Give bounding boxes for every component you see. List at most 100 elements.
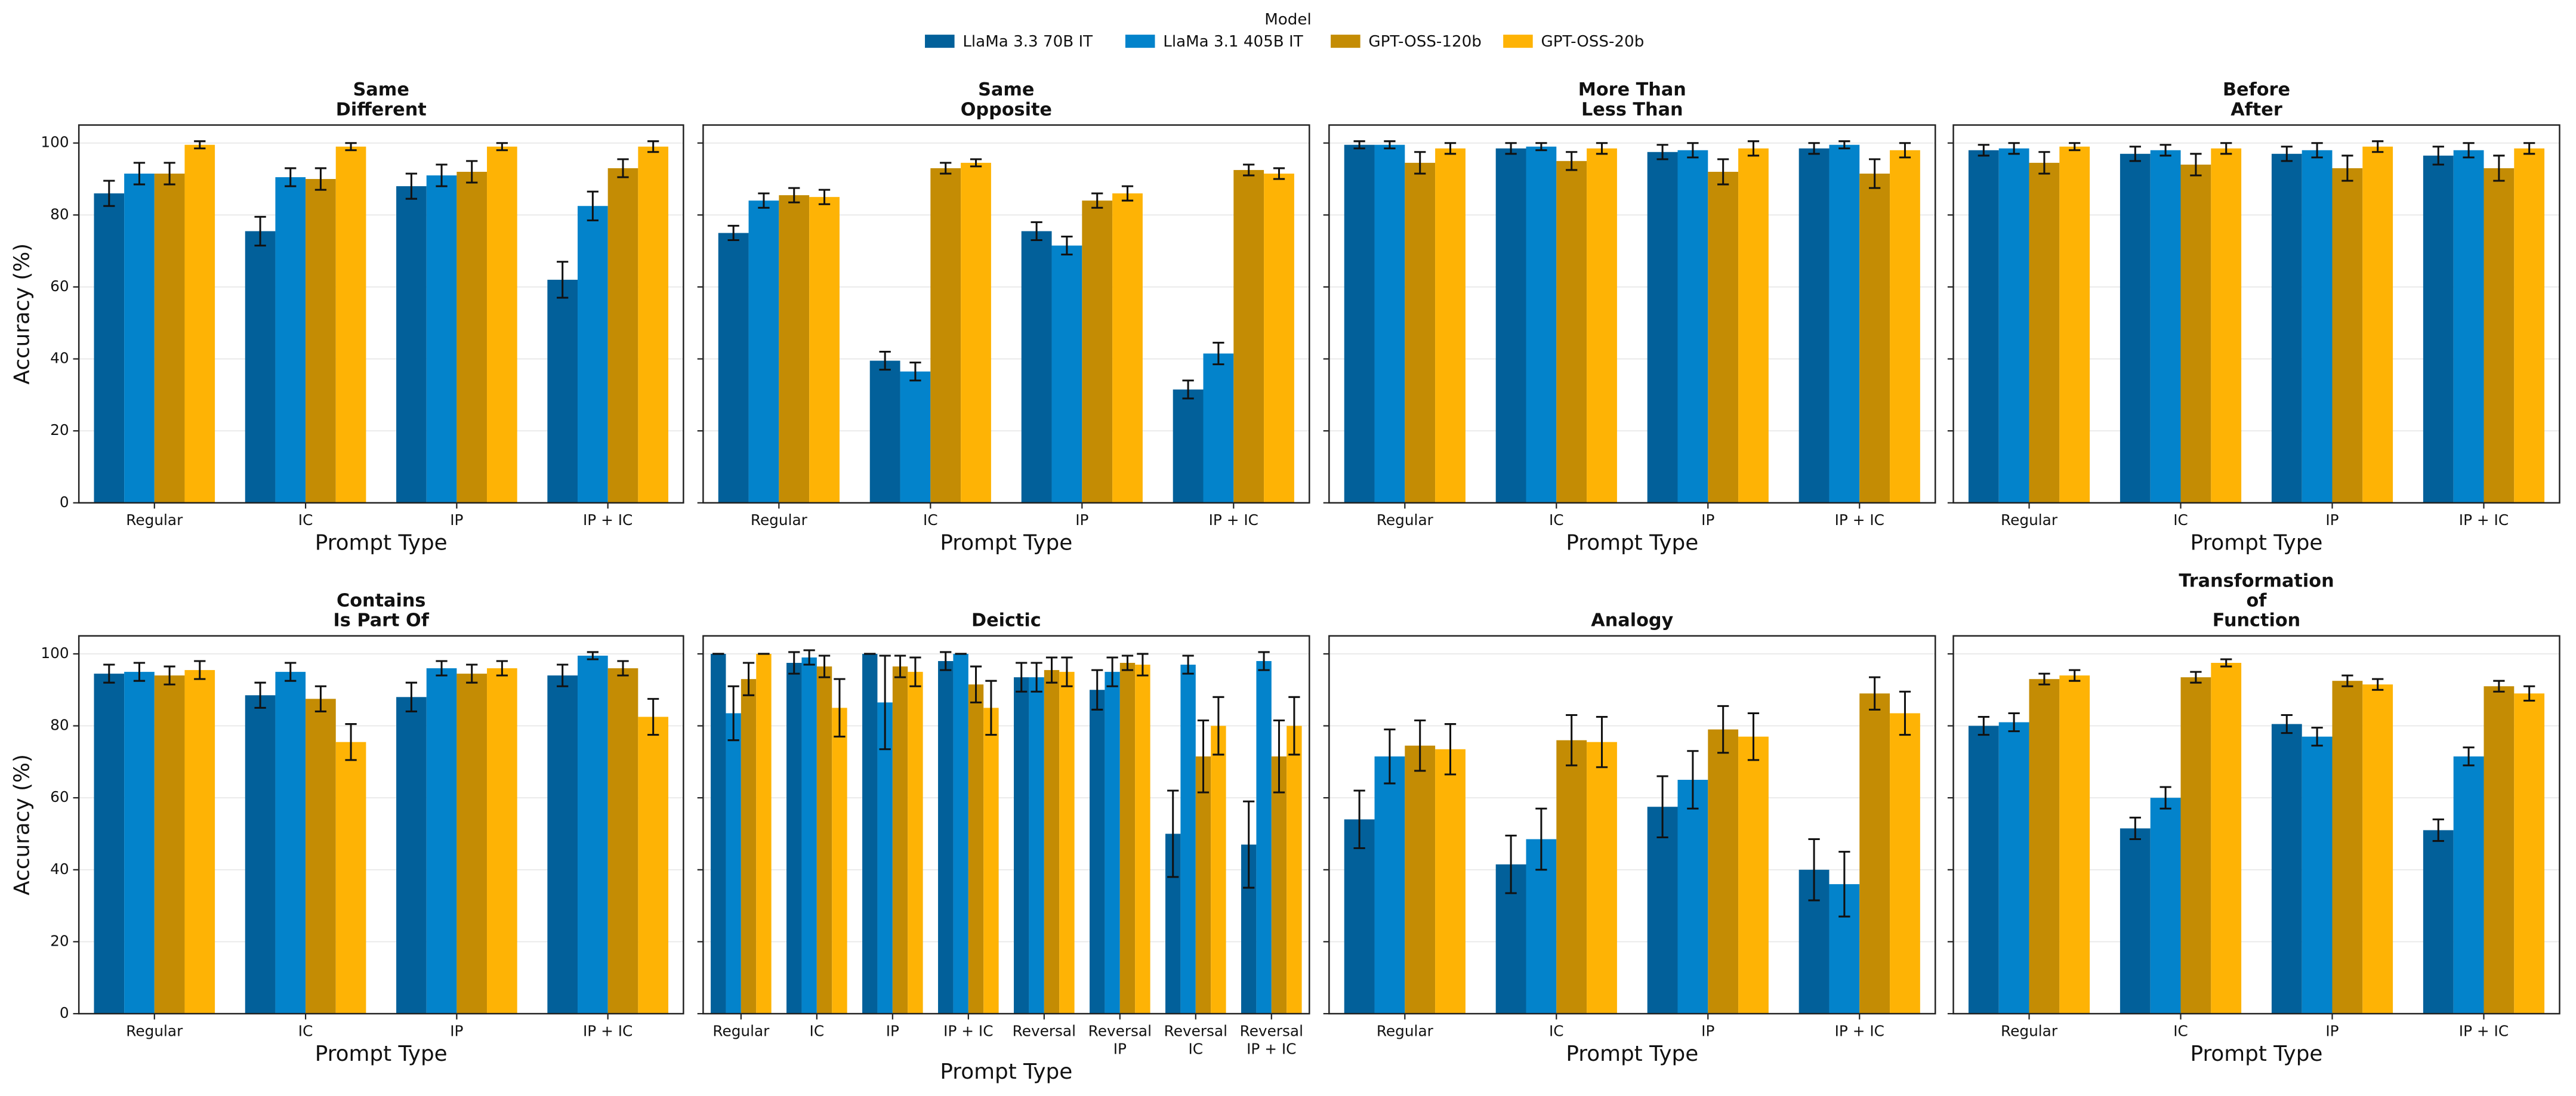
- x-tick-label: IP: [1701, 1022, 1714, 1039]
- legend-swatch: [1125, 35, 1155, 48]
- bar: [2180, 677, 2211, 1014]
- error-bar: [557, 663, 569, 687]
- bar: [711, 653, 726, 1014]
- legend-label: GPT-OSS-120b: [1368, 33, 1481, 51]
- plot-frame: [702, 124, 1310, 504]
- error-bar: [1899, 142, 1911, 159]
- bar: [908, 672, 923, 1014]
- error-bar: [2281, 714, 2293, 734]
- error-bar: [194, 660, 206, 680]
- error-bar: [1031, 662, 1042, 693]
- chart-title: Different: [336, 99, 427, 120]
- error-bar: [1061, 235, 1073, 256]
- error-bar: [1717, 158, 1729, 186]
- bar: [396, 697, 427, 1014]
- bar: [832, 708, 847, 1014]
- bar: [1233, 169, 1264, 503]
- error-bar: [1273, 720, 1285, 794]
- bar: [2423, 830, 2454, 1014]
- bar: [1195, 756, 1211, 1014]
- x-tick-label: IP: [1075, 511, 1088, 529]
- error-bar: [1977, 144, 1989, 157]
- chart-title: Function: [2213, 610, 2300, 631]
- chart-title: of: [2247, 590, 2268, 611]
- chart-title: More Than: [1578, 79, 1686, 100]
- y-tick-label: 80: [50, 205, 69, 223]
- bar: [547, 675, 578, 1014]
- x-axis-label: Prompt Type: [940, 1060, 1072, 1084]
- error-bar: [1167, 789, 1179, 878]
- bar: [1859, 693, 1890, 1014]
- bar: [930, 168, 961, 503]
- bar: [2453, 150, 2484, 503]
- error-bar: [1258, 651, 1270, 671]
- bar: [2514, 693, 2545, 1014]
- error-bar: [2220, 142, 2232, 155]
- x-axis-label: Prompt Type: [1566, 531, 1698, 555]
- bar: [1105, 672, 1120, 1014]
- error-bar: [1197, 720, 1210, 794]
- bar: [94, 193, 125, 503]
- bar: [306, 179, 336, 503]
- y-tick-label: 60: [50, 277, 69, 295]
- x-tick-label: Reversal: [1013, 1022, 1076, 1039]
- bar: [1968, 150, 1999, 503]
- error-bar: [1596, 142, 1608, 155]
- bar: [335, 742, 366, 1014]
- y-tick-label: 100: [41, 134, 69, 151]
- error-bar: [1182, 379, 1194, 400]
- error-bar: [742, 662, 755, 696]
- x-tick-label: Reversal: [1164, 1022, 1227, 1039]
- bar: [892, 666, 908, 1014]
- x-axis-label: Prompt Type: [1566, 1042, 1698, 1066]
- error-bar: [1747, 140, 1760, 157]
- bar: [1647, 152, 1678, 503]
- chart-title: Opposite: [961, 99, 1052, 120]
- bar: [1998, 148, 2029, 503]
- error-bar: [2129, 816, 2141, 841]
- bar: [1112, 193, 1143, 503]
- error-bar: [1808, 142, 1820, 155]
- error-bar: [1747, 712, 1760, 761]
- bar: [816, 666, 832, 1014]
- error-bar: [2463, 746, 2475, 767]
- bar: [1556, 740, 1587, 1014]
- error-bar: [1414, 151, 1426, 175]
- error-bar: [1505, 142, 1517, 155]
- x-tick-label: IP + IC: [583, 1022, 633, 1039]
- bar: [1738, 148, 1769, 503]
- y-tick-label: 0: [60, 1004, 69, 1021]
- bar: [124, 672, 155, 1014]
- chart-title: Same: [353, 79, 409, 100]
- bar: [1014, 677, 1029, 1014]
- bar: [2059, 675, 2090, 1014]
- bar: [456, 171, 488, 503]
- bar: [2453, 756, 2484, 1014]
- bar: [184, 670, 215, 1014]
- x-tick-label: Regular: [1377, 1022, 1434, 1039]
- error-bar: [1106, 656, 1118, 687]
- error-bar: [2372, 140, 2384, 153]
- bar: [578, 655, 608, 1014]
- error-bar: [1717, 705, 1729, 754]
- bar: [154, 675, 185, 1014]
- error-bar: [1414, 720, 1426, 772]
- bar: [275, 177, 306, 503]
- bar: [756, 653, 772, 1014]
- legend-label: LlaMa 3.3 70B IT: [962, 33, 1093, 51]
- error-bar: [1353, 789, 1365, 850]
- bar: [779, 195, 810, 503]
- bar: [1677, 150, 1708, 503]
- bar: [961, 162, 991, 503]
- bar: [2211, 663, 2242, 1014]
- error-bar: [163, 162, 175, 186]
- error-bar: [834, 678, 846, 738]
- bar: [1587, 742, 1617, 1014]
- x-tick-label: IP + IC: [583, 511, 633, 529]
- bar: [953, 653, 968, 1014]
- bar: [2362, 146, 2393, 503]
- error-bar: [2159, 144, 2171, 157]
- x-axis-label: Prompt Type: [315, 531, 448, 555]
- x-tick-label: Regular: [2001, 1022, 2058, 1039]
- x-tick-label: IP: [450, 1022, 463, 1039]
